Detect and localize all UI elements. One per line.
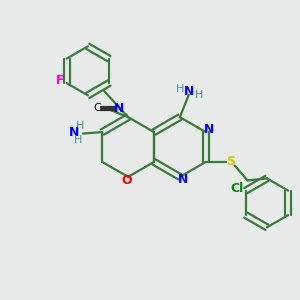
Text: N: N [204, 123, 214, 136]
Text: F: F [56, 74, 64, 87]
Text: N: N [69, 126, 79, 139]
Text: H: H [195, 90, 203, 100]
Text: N: N [184, 85, 195, 98]
Text: S: S [226, 155, 236, 168]
Text: H: H [176, 84, 184, 94]
Text: H: H [74, 135, 82, 146]
Text: Cl: Cl [230, 182, 243, 195]
Text: H: H [76, 121, 84, 130]
Text: C: C [94, 103, 101, 113]
Text: N: N [178, 173, 189, 186]
Text: O: O [121, 174, 132, 187]
Text: N: N [114, 102, 124, 115]
